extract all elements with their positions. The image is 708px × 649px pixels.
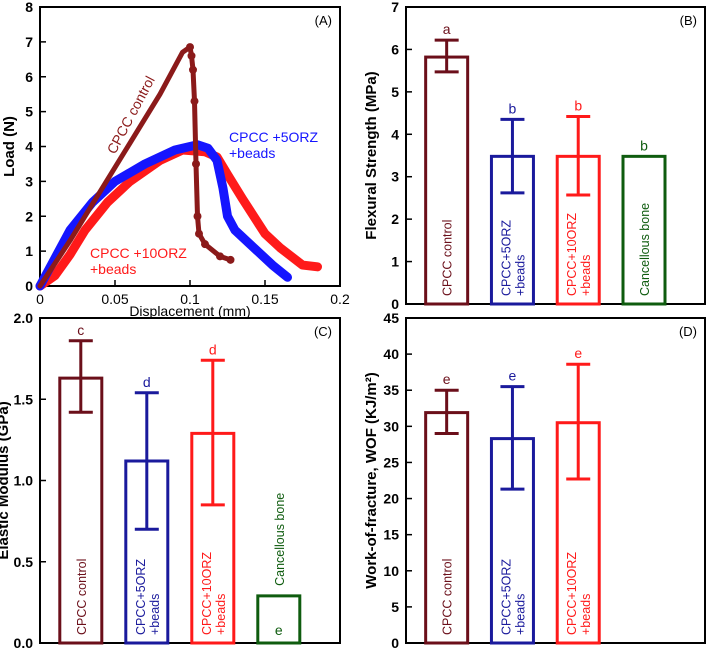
significance-letter: d [209,341,217,357]
y-axis-label: Elastic Modulus (GPa) [0,401,12,559]
data-point [216,252,224,261]
annotation-5orz-beads: +beads [229,145,275,161]
y-tick-label: 2.0 [14,310,34,326]
x-tick-label: 0.15 [251,291,278,307]
category-label: CPCC+5ORZ [499,559,513,635]
series-line-0 [37,44,233,289]
y-tick-label: 6 [391,41,399,57]
data-point [201,240,209,249]
y-axis-label: Flexural Strength (MPa) [363,71,380,239]
data-point [186,43,194,52]
y-axis-label: Load (N) [1,116,18,177]
significance-letter: a [443,21,451,37]
significance-letter: b [574,97,582,113]
y-tick-label: 4 [391,126,399,142]
data-point [193,212,202,221]
panel-label: (B) [680,13,697,28]
y-tick-label: 7 [25,34,33,50]
y-tick-label: 5 [391,84,399,100]
category-label: +beads [513,255,527,296]
category-label: +beads [148,594,162,635]
y-tick-label: 5 [391,599,399,615]
data-point [189,65,197,74]
category-label: CPCC+10ORZ [565,213,579,296]
data-point [190,97,199,106]
category-label: CPCC control [441,220,455,296]
y-tick-label: 0.5 [14,554,34,570]
category-label: CPCC+5ORZ [499,220,513,296]
category-label: CPCC control [441,559,455,635]
y-tick-label: 2 [391,211,399,227]
data-point [187,51,196,60]
significance-letter: b [509,100,517,116]
y-tick-label: 0.0 [14,635,34,649]
y-tick-label: 6 [25,69,33,85]
significance-letter: b [640,137,648,153]
bar [621,154,667,306]
category-label: CPCC+10ORZ [200,552,214,635]
annotation-10orz-beads: +beads [90,261,136,277]
bar [256,594,302,645]
y-tick-label: 0 [391,296,399,312]
data-point [195,229,203,238]
plot-frame [405,317,706,644]
series-line-1 [35,140,292,291]
y-tick-label: 25 [383,454,399,470]
data-point [226,255,235,264]
panel-label: (D) [679,324,697,339]
y-tick-label: 1 [391,254,399,270]
annotation-5orz: CPCC +5ORZ [229,129,319,145]
y-tick-label: 1.5 [14,391,34,407]
category-label: Cancellous bone [638,203,652,296]
y-tick-label: 40 [383,346,399,362]
y-tick-label: 20 [383,491,399,507]
x-axis-label: Displacement (mm) [129,303,250,319]
y-axis-label: Work-of-fracture, WOF (KJ/m²) [363,372,380,588]
category-label: CPCC control [75,559,89,635]
y-tick-label: 0 [25,278,33,294]
y-tick-label: 45 [383,310,399,326]
significance-letter: c [77,322,84,338]
data-point [192,159,200,168]
category-label: CPCC+5ORZ [134,559,148,635]
x-tick-label: 0.2 [330,291,350,307]
category-label: +beads [214,594,228,635]
significance-letter: e [275,622,283,638]
y-tick-label: 3 [25,173,33,189]
panel-label: (C) [314,324,332,339]
significance-letter: e [443,371,451,387]
y-tick-label: 5 [25,104,33,120]
x-tick-label: 0.05 [101,291,128,307]
category-label: +beads [579,255,593,296]
y-tick-label: 1 [25,243,33,259]
significance-letter: e [574,345,582,361]
plot-frame [405,6,706,305]
category-label: +beads [579,594,593,635]
y-tick-label: 2 [25,208,33,224]
x-tick-label: 0.1 [180,291,200,307]
y-tick-label: 10 [383,563,399,579]
annotation-10orz: CPCC +10ORZ [90,245,187,261]
y-tick-label: 30 [383,418,399,434]
y-tick-label: 1.0 [14,473,34,489]
y-tick-label: 7 [391,0,399,15]
y-tick-label: 35 [383,382,399,398]
y-tick-label: 4 [25,139,33,155]
y-tick-label: 0 [391,635,399,649]
significance-letter: d [143,374,151,390]
category-label: +beads [513,594,527,635]
x-tick-label: 0 [36,291,44,307]
y-tick-label: 15 [383,527,399,543]
panel-label: (A) [315,13,332,28]
category-label: Cancellous bone [273,493,287,586]
significance-letter: e [509,368,517,384]
y-tick-label: 8 [25,0,33,15]
category-label: CPCC+10ORZ [565,552,579,635]
y-tick-label: 3 [391,169,399,185]
